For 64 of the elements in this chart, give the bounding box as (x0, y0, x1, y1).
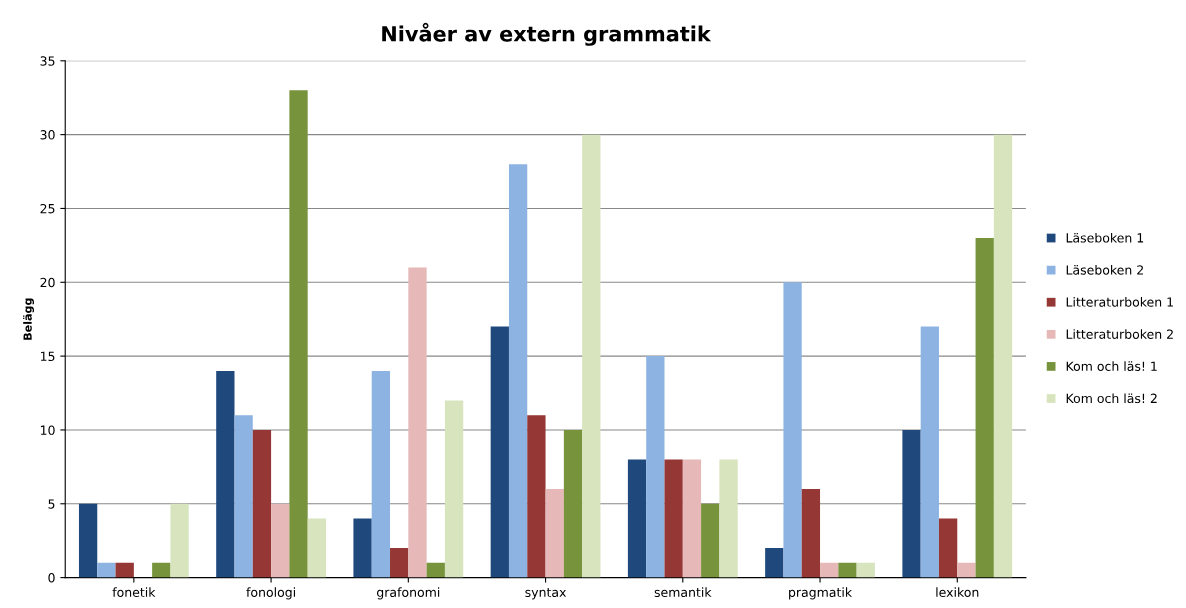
bar (289, 90, 308, 578)
x-tick-label: pragmatik (789, 587, 853, 600)
bar (252, 429, 272, 578)
legend-label: Kom och läs! 2 (1066, 393, 1157, 404)
bar (115, 562, 134, 578)
bar (307, 518, 326, 578)
bar (353, 518, 372, 578)
bar (664, 459, 683, 578)
bar (993, 134, 1013, 578)
bar (371, 370, 391, 578)
y-tick-label: 10 (40, 425, 55, 435)
bar (627, 459, 647, 578)
y-axis-title: Belägg (23, 298, 35, 340)
chart-title: Nivåer av extern grammatik (382, 22, 712, 46)
bar (78, 503, 98, 578)
legend-label: Litteraturboken 1 (1066, 297, 1173, 307)
bar (801, 489, 821, 578)
bar (820, 562, 839, 578)
x-tick-label: grafonomi (377, 587, 440, 600)
y-tick-label: 0 (48, 573, 55, 583)
x-tick-label: fonetik (112, 587, 156, 597)
bar (234, 415, 253, 578)
bar (920, 326, 939, 578)
bar (682, 459, 702, 578)
x-tick-label: syntax (525, 588, 567, 600)
bar (545, 489, 564, 578)
bar (902, 429, 921, 578)
y-tick-label: 25 (40, 203, 55, 214)
bar (216, 370, 235, 578)
bar (97, 562, 116, 578)
y-tick-label: 35 (40, 56, 55, 66)
legend-label: Litteraturboken 2 (1066, 329, 1173, 339)
x-tick-label: lexikon (936, 587, 979, 597)
bar (701, 503, 720, 578)
bar (783, 282, 802, 578)
legend-label: Kom och läs! 1 (1066, 361, 1157, 371)
y-tick-label: 20 (40, 277, 55, 288)
x-tick-label: semantik (654, 587, 712, 597)
bar (390, 548, 409, 578)
bar (719, 459, 738, 578)
bar (856, 562, 875, 578)
bar (508, 164, 528, 578)
bar (271, 503, 290, 578)
legend-label: Läseboken 2 (1066, 265, 1143, 275)
bar (838, 562, 857, 578)
bar (582, 134, 601, 578)
legend-label: Läseboken 1 (1066, 232, 1144, 243)
bar (408, 267, 427, 578)
y-tick-label: 5 (48, 499, 55, 509)
x-tick-label: fonologi (246, 587, 295, 600)
bar (527, 415, 546, 578)
bar (444, 400, 464, 578)
bar (975, 237, 994, 578)
bar (646, 356, 665, 578)
bar (563, 429, 583, 578)
bar (170, 503, 189, 578)
bar (765, 548, 784, 578)
y-tick-label: 30 (40, 130, 55, 140)
bar (426, 562, 445, 578)
bar (938, 518, 958, 578)
bar (152, 562, 171, 578)
bar (490, 326, 509, 578)
y-tick-label: 15 (40, 351, 55, 362)
bar (957, 562, 976, 578)
